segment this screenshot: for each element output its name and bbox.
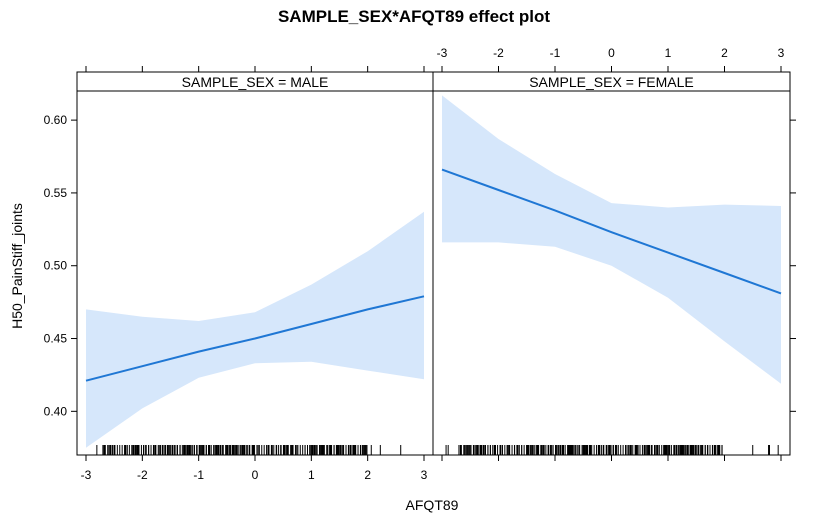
right-y-axis [790,119,796,412]
x-tick-label: 1 [308,468,315,482]
confidence-band [86,211,424,448]
x-tick-label: 3 [778,46,785,60]
y-tick-label: 0.45 [44,332,68,346]
panel-male: SAMPLE_SEX = MALE [76,71,434,456]
strip-background [433,72,790,91]
y-tick-label: 0.55 [44,186,68,200]
y-axis-title: H50_PainStiff_joints [9,203,25,329]
strip-label: SAMPLE_SEX = FEMALE [529,74,694,90]
strip-background [77,72,433,91]
x-tick-label: -2 [493,46,504,60]
x-tick-label: 0 [252,468,259,482]
y-tick-label: 0.40 [44,404,68,418]
panel-female: SAMPLE_SEX = FEMALE [432,71,791,456]
x-axis-title: AFQT89 [406,497,459,513]
x-tick-label: 2 [364,468,371,482]
x-tick-label: 1 [665,46,672,60]
panel-frame [432,71,791,456]
x-tick-label: 2 [721,46,728,60]
x-tick-label: -3 [81,468,92,482]
chart-title: SAMPLE_SEX*AFQT89 effect plot [278,7,550,26]
x-tick-label: 0 [608,46,615,60]
y-tick-label: 0.50 [44,259,68,273]
x-tick-label: -1 [193,468,204,482]
x-tick-label: -3 [437,46,448,60]
left-y-axis: 0.40 0.45 0.50 0.55 0.60 [44,113,77,418]
y-tick-label: 0.60 [44,113,68,127]
fit-line [441,168,782,295]
x-tick-label: -2 [137,468,148,482]
fit-line [85,295,425,382]
bottom-x-axis: -3 -2 -1 0 1 2 3 [81,455,782,482]
rug [445,445,779,455]
top-x-axis: -3 -2 -1 0 1 2 3 [85,46,785,72]
rug [96,445,402,455]
confidence-band [442,95,781,384]
x-tick-label: 3 [421,468,428,482]
strip-label: SAMPLE_SEX = MALE [182,74,329,90]
x-tick-label: -1 [550,46,561,60]
